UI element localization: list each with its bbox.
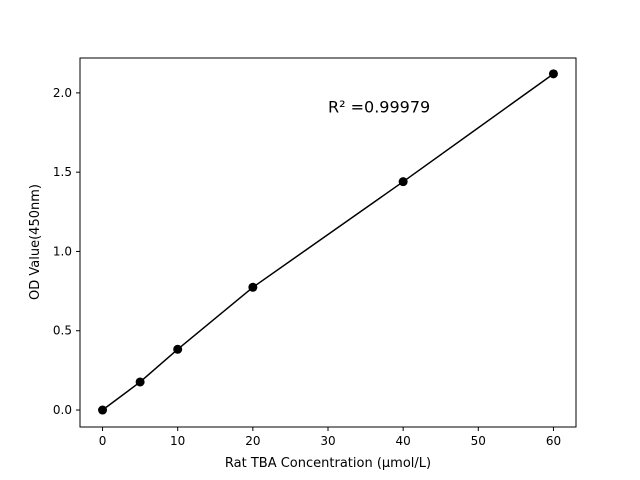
data-point [398,177,408,187]
data-point [98,405,108,415]
x-tick-label: 40 [396,434,411,448]
x-axis-label: Rat TBA Concentration (μmol/L) [225,456,431,471]
y-tick-label: 1.0 [53,244,72,258]
y-tick-label: 0.5 [53,324,72,338]
x-tick-label: 60 [546,434,561,448]
data-point [548,69,558,79]
plot-frame [79,57,577,428]
series-line [102,73,554,411]
x-tick-label: 20 [245,434,260,448]
data-point [248,282,258,292]
data-point [135,377,145,387]
y-tick-label: 0.0 [53,403,72,417]
annotation-r2: R² =0.99979 [328,98,430,117]
x-tick-label: 30 [320,434,335,448]
data-point [173,344,183,354]
y-tick-label: 1.5 [53,165,72,179]
x-tick-label: 0 [99,434,107,448]
y-tick-label: 2.0 [53,86,72,100]
x-tick-label: 10 [170,434,185,448]
y-axis-label: OD Value(450nm) [28,184,43,300]
x-tick-label: 50 [471,434,486,448]
